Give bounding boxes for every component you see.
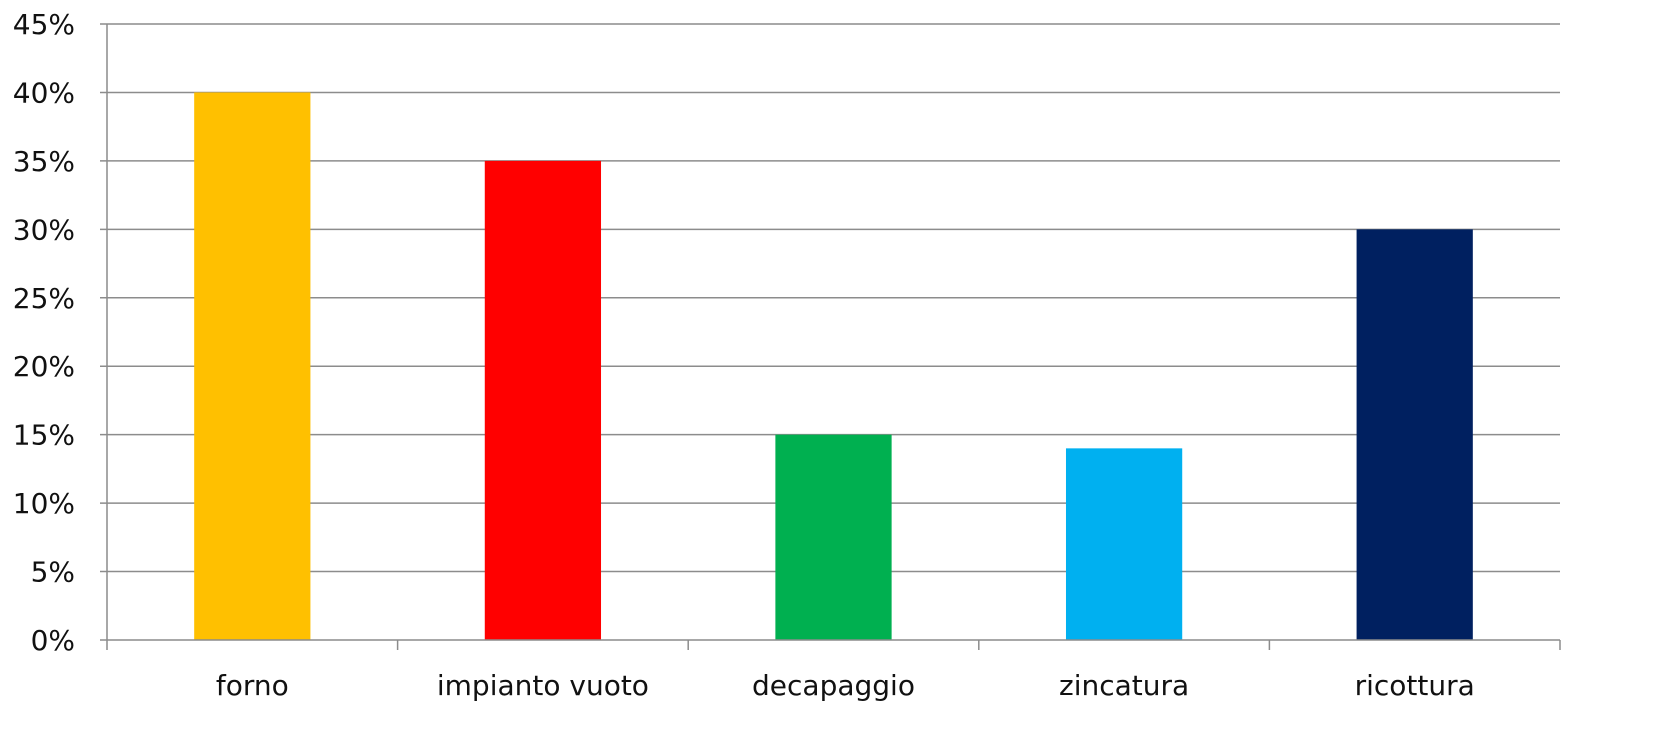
x-tick-labels: forno impianto vuoto decapaggio zincatura ri… bbox=[216, 669, 1475, 702]
bar-zincatura bbox=[1065, 448, 1183, 640]
bars bbox=[194, 92, 1473, 641]
bar-ricottura bbox=[1356, 229, 1473, 641]
y-tick-label: 40% bbox=[13, 76, 75, 109]
y-tick-label: 20% bbox=[13, 350, 75, 383]
x-tick-label: ricottura bbox=[1355, 669, 1475, 702]
bar-impianto-vuoto bbox=[484, 160, 602, 640]
bar-forno bbox=[194, 92, 311, 640]
gridlines bbox=[100, 23, 1560, 573]
y-tick-label: 30% bbox=[13, 213, 75, 246]
x-tick-label: impianto vuoto bbox=[437, 669, 649, 702]
x-tick-label: decapaggio bbox=[752, 669, 915, 702]
y-tick-label: 10% bbox=[13, 487, 75, 520]
y-tick-label: 45% bbox=[13, 8, 75, 41]
y-tick-label: 15% bbox=[13, 419, 75, 452]
y-tick-label: 5% bbox=[31, 556, 75, 589]
y-tick-labels: 0% 5% 10% 15% 20% 25% 30% 35% 40% 45% bbox=[13, 8, 75, 657]
y-tick-label: 0% bbox=[31, 624, 75, 657]
y-tick-label: 35% bbox=[13, 145, 75, 178]
bar-decapaggio bbox=[775, 434, 892, 640]
x-tick-label: zincatura bbox=[1059, 669, 1189, 702]
x-tick-label: forno bbox=[216, 669, 289, 702]
axes bbox=[100, 24, 1561, 650]
y-tick-label: 25% bbox=[13, 282, 75, 315]
